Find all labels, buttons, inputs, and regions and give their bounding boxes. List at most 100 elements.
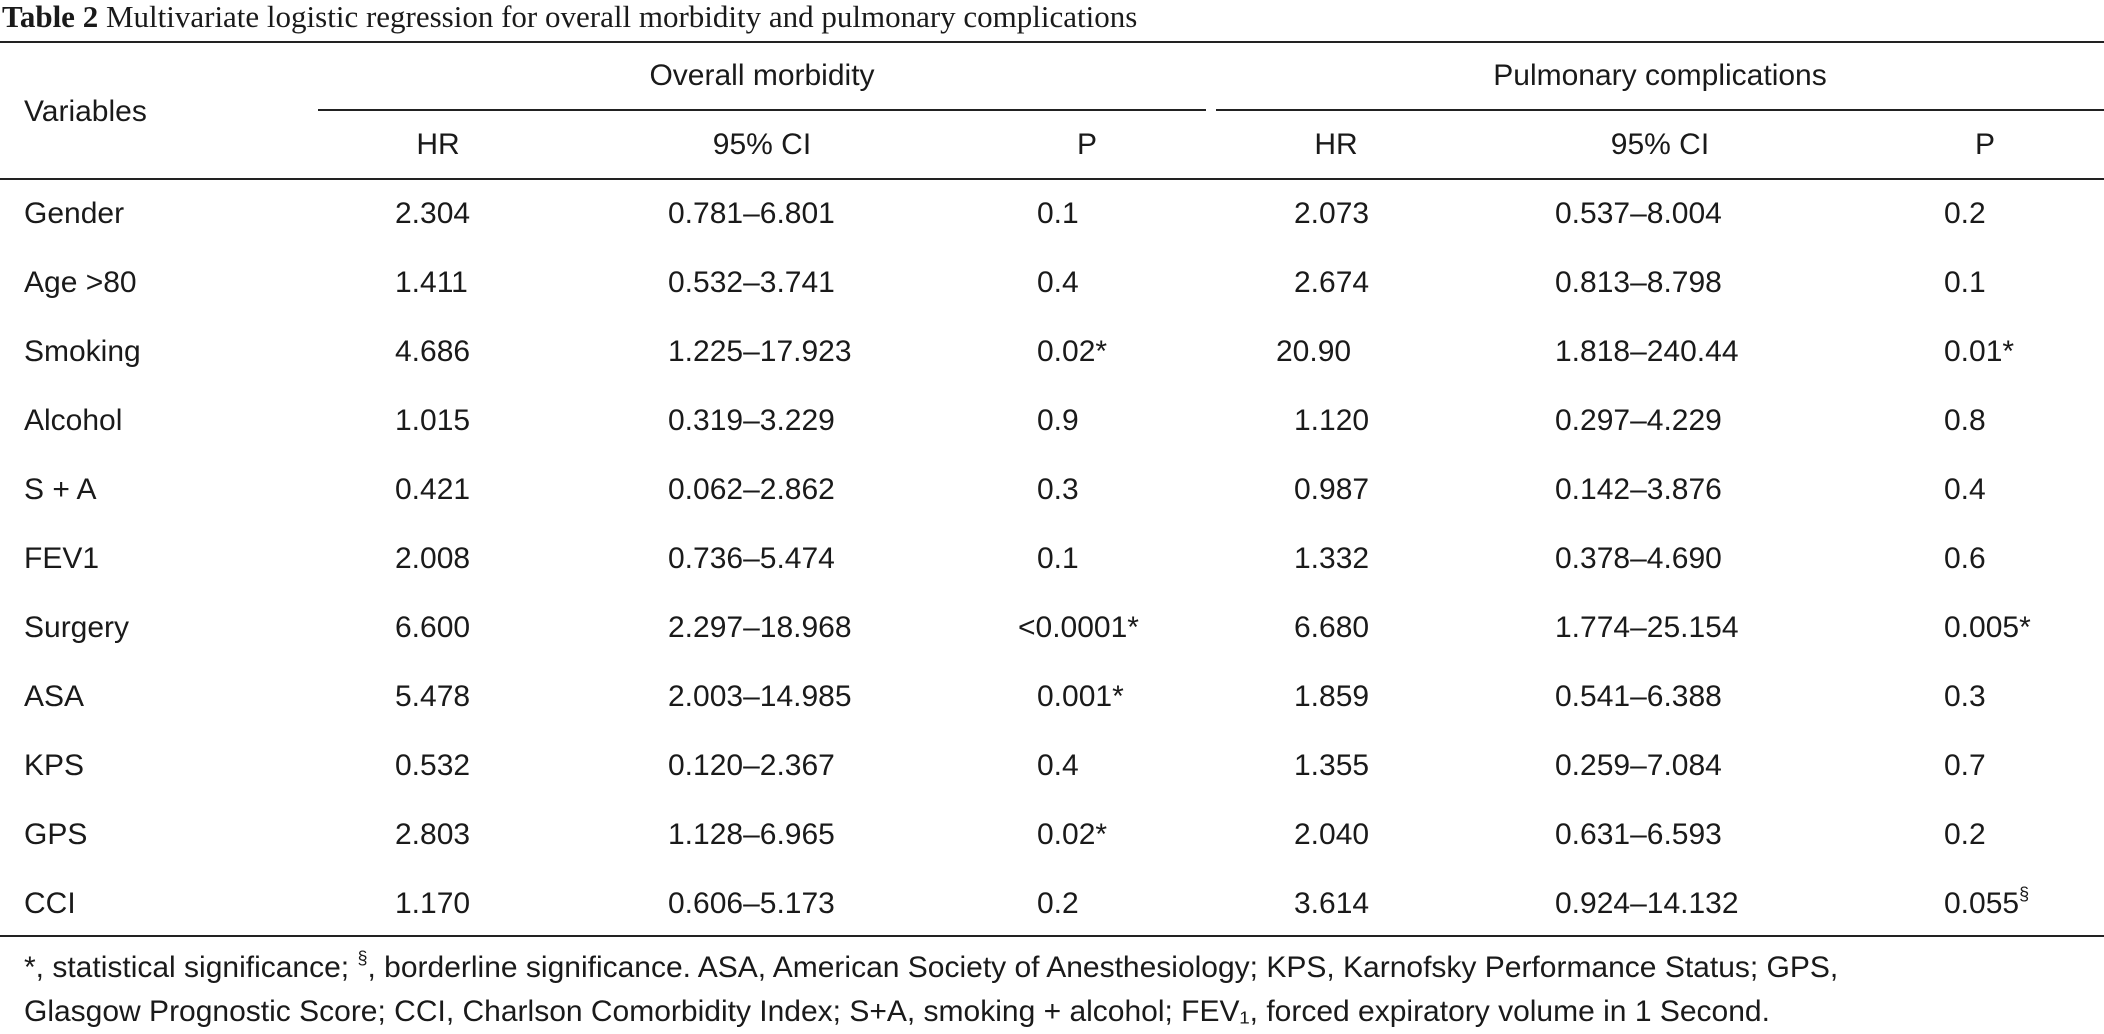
table-footnote: *, statistical significance; §, borderli…: [24, 946, 1838, 1034]
table-caption-label: Table 2: [2, 0, 99, 34]
cell-hr-pulmonary: 2.073: [1294, 197, 1370, 230]
cell-hr-overall: 1.015: [395, 404, 471, 437]
cell-p-pulmonary: 0.2: [1944, 197, 1986, 230]
cell-ci-overall: 0.062–2.862: [668, 473, 835, 506]
cell-p-overall: 0.02*: [1037, 335, 1108, 368]
cell-ci-pulmonary: 0.297–4.229: [1555, 404, 1722, 437]
cell-p-overall: 0.1: [1037, 542, 1079, 575]
footnote-text-2: , borderline significance. ASA, American…: [367, 951, 1839, 984]
footnote-section-mark: §: [357, 948, 368, 968]
cell-p-overall: 0.3: [1037, 473, 1079, 506]
footnote-line-1: *, statistical significance; §, borderli…: [24, 946, 1838, 990]
cell-hr-pulmonary: 1.332: [1294, 542, 1370, 575]
cell-variable: Age >80: [24, 266, 137, 299]
cell-ci-pulmonary: 0.537–8.004: [1555, 197, 1722, 230]
cell-p-pulmonary: 0.055§: [1944, 884, 2030, 921]
cell-ci-overall: 1.225–17.923: [668, 335, 852, 368]
cell-ci-pulmonary: 0.541–6.388: [1555, 680, 1722, 713]
header-group-overall-morbidity: Overall morbidity: [649, 59, 875, 92]
cell-hr-pulmonary: 0.987: [1294, 473, 1370, 506]
cell-p-pulmonary: 0.2: [1944, 818, 1986, 851]
cell-ci-overall: 2.297–18.968: [668, 611, 852, 644]
cell-ci-pulmonary: 0.813–8.798: [1555, 266, 1722, 299]
bottom-rule: [0, 935, 2104, 937]
cell-variable: KPS: [24, 749, 85, 782]
cell-ci-overall: 0.736–5.474: [668, 542, 835, 575]
cell-p-pulmonary: 0.6: [1944, 542, 1986, 575]
header-hr-pulmonary: HR: [1314, 128, 1358, 161]
cell-hr-overall: 2.008: [395, 542, 471, 575]
cell-hr-overall: 2.803: [395, 818, 471, 851]
cell-variable: Surgery: [24, 611, 130, 644]
cell-p-pulmonary: 0.005*: [1944, 611, 2031, 644]
cell-ci-pulmonary: 1.818–240.44: [1555, 335, 1739, 368]
cell-p-overall: 0.4: [1037, 749, 1079, 782]
cell-hr-overall: 6.600: [395, 611, 471, 644]
cell-p-pulmonary: 0.3: [1944, 680, 1986, 713]
section-mark: §: [2019, 884, 2030, 904]
cell-ci-overall: 2.003–14.985: [668, 680, 852, 713]
cell-p-overall: 0.4: [1037, 266, 1079, 299]
cell-hr-pulmonary: 6.680: [1294, 611, 1370, 644]
cell-variable: FEV1: [24, 542, 100, 575]
footnote-line-2: Glasgow Prognostic Score; CCI, Charlson …: [24, 995, 1770, 1028]
cell-ci-overall: 0.120–2.367: [668, 749, 835, 782]
cell-p-pulmonary: 0.4: [1944, 473, 1986, 506]
table-caption: Table 2 Multivariate logistic regression…: [2, 0, 1137, 34]
header-ci-pulmonary: 95% CI: [1610, 128, 1710, 161]
cell-ci-pulmonary: 0.142–3.876: [1555, 473, 1722, 506]
group-rule-pulmonary-complications: [1216, 109, 2104, 111]
cell-hr-pulmonary: 1.859: [1294, 680, 1370, 713]
cell-hr-overall: 0.421: [395, 473, 471, 506]
cell-hr-overall: 0.532: [395, 749, 471, 782]
header-hr-overall: HR: [416, 128, 460, 161]
top-rule: [0, 41, 2104, 43]
cell-ci-pulmonary: 0.924–14.132: [1555, 887, 1739, 920]
cell-p-pulmonary: 0.01*: [1944, 335, 2015, 368]
cell-ci-pulmonary: 0.631–6.593: [1555, 818, 1722, 851]
cell-variable: Alcohol: [24, 404, 123, 437]
cell-hr-pulmonary: 20.90: [1276, 335, 1352, 368]
cell-hr-pulmonary: 3.614: [1294, 887, 1370, 920]
cell-variable: Gender: [24, 197, 125, 230]
cell-ci-pulmonary: 1.774–25.154: [1555, 611, 1739, 644]
cell-ci-overall: 0.532–3.741: [668, 266, 835, 299]
cell-hr-pulmonary: 1.120: [1294, 404, 1370, 437]
cell-p-pulmonary: 0.8: [1944, 404, 1986, 437]
cell-hr-pulmonary: 1.355: [1294, 749, 1370, 782]
cell-hr-overall: 4.686: [395, 335, 471, 368]
cell-ci-overall: 0.319–3.229: [668, 404, 835, 437]
cell-p-overall: 0.9: [1037, 404, 1079, 437]
cell-variable: CCI: [24, 887, 76, 920]
cell-ci-pulmonary: 0.259–7.084: [1555, 749, 1722, 782]
header-variables: Variables: [24, 95, 147, 128]
cell-p-pulmonary: 0.1: [1944, 266, 1986, 299]
header-p-overall: P: [1076, 128, 1098, 161]
cell-hr-overall: 5.478: [395, 680, 471, 713]
group-rule-overall-morbidity: [318, 109, 1206, 111]
cell-hr-overall: 1.411: [395, 266, 468, 299]
cell-ci-pulmonary: 0.378–4.690: [1555, 542, 1722, 575]
cell-variable: ASA: [24, 680, 85, 713]
cell-p-overall: <0.0001*: [1018, 611, 1139, 644]
cell-p-overall: 0.1: [1037, 197, 1079, 230]
cell-hr-overall: 1.170: [395, 887, 471, 920]
cell-p-pulmonary: 0.7: [1944, 749, 1986, 782]
cell-ci-overall: 1.128–6.965: [668, 818, 835, 851]
cell-variable: S + A: [24, 473, 97, 506]
cell-p-pulmonary-value: 0.055: [1944, 887, 2020, 920]
header-rule: [0, 178, 2104, 180]
cell-ci-overall: 0.606–5.173: [668, 887, 835, 920]
cell-variable: GPS: [24, 818, 88, 851]
cell-hr-pulmonary: 2.674: [1294, 266, 1370, 299]
cell-variable: Smoking: [24, 335, 141, 368]
cell-p-overall: 0.2: [1037, 887, 1079, 920]
header-group-pulmonary-complications: Pulmonary complications: [1493, 59, 1827, 92]
header-ci-overall: 95% CI: [712, 128, 812, 161]
header-p-pulmonary: P: [1974, 128, 1996, 161]
cell-hr-pulmonary: 2.040: [1294, 818, 1370, 851]
cell-p-overall: 0.001*: [1037, 680, 1124, 713]
cell-hr-overall: 2.304: [395, 197, 471, 230]
footnote-text-1: *, statistical significance;: [24, 951, 358, 984]
table-caption-text: Multivariate logistic regression for ove…: [105, 0, 1138, 34]
